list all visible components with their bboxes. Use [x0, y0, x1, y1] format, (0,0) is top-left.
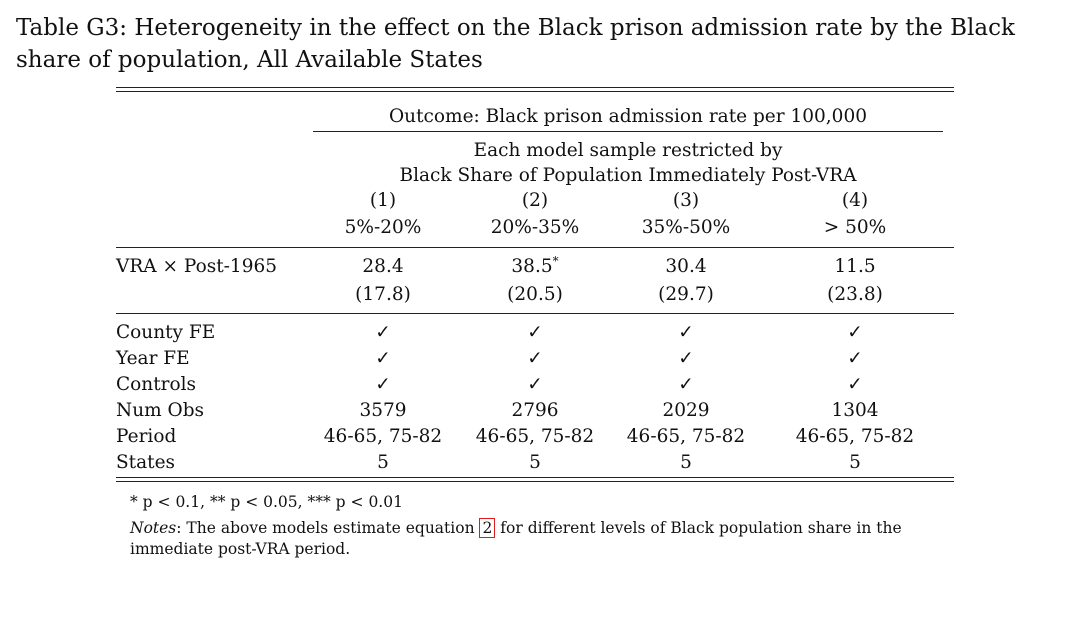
outcome-header: Outcome: Black prison admission rate per…	[389, 106, 867, 127]
row-value: 2029	[662, 400, 710, 421]
column-number: (3)	[672, 190, 700, 211]
row-value: ✓	[678, 374, 694, 395]
coef-std-error: (29.7)	[658, 284, 714, 305]
outcome-underline	[313, 131, 943, 132]
column-number: (4)	[841, 190, 869, 211]
table-title: Table G3: Heterogeneity in the effect on…	[16, 15, 1015, 73]
column-range: 20%-35%	[490, 217, 580, 238]
notes-text: : The above models estimate equation	[176, 519, 480, 537]
coef-row-label: VRA × Post-1965	[116, 256, 278, 277]
equation-link[interactable]: 2	[479, 518, 496, 538]
row-value: ✓	[678, 348, 694, 369]
coef-std-error: (20.5)	[507, 284, 563, 305]
significance-star: *	[552, 253, 559, 268]
row-value: 5	[680, 452, 692, 473]
row-value: ✓	[847, 348, 863, 369]
table-notes: Notes: The above models estimate equatio…	[130, 518, 950, 560]
coef-rule	[116, 313, 954, 314]
restriction-line-1: Each model sample restricted by	[473, 140, 783, 161]
row-value: ✓	[527, 348, 543, 369]
row-value: 46-65, 75-82	[475, 426, 595, 447]
row-label: States	[116, 452, 176, 473]
top-rule-inner	[116, 91, 954, 92]
column-range: 35%-50%	[641, 217, 731, 238]
row-label: Num Obs	[116, 400, 205, 421]
row-value: ✓	[678, 322, 694, 343]
top-rule	[116, 87, 954, 88]
significance-note: * p < 0.1, ** p < 0.05, *** p < 0.01	[130, 493, 403, 511]
coef-estimate: 38.5*	[511, 253, 559, 277]
row-label: County FE	[116, 322, 216, 343]
notes-label: Notes	[130, 519, 177, 537]
row-value: 2796	[511, 400, 559, 421]
bottom-rule	[116, 477, 954, 478]
column-range: > 50%	[823, 217, 887, 238]
row-value: 46-65, 75-82	[626, 426, 746, 447]
column-number: (1)	[369, 190, 397, 211]
coef-estimate: 30.4	[665, 256, 707, 277]
row-value: ✓	[375, 348, 391, 369]
row-value: ✓	[375, 374, 391, 395]
coef-std-error: (17.8)	[355, 284, 411, 305]
bottom-rule-inner	[116, 481, 954, 482]
coef-estimate: 11.5	[834, 256, 876, 277]
notes-text: for different levels of Black population…	[130, 519, 902, 558]
row-label: Year FE	[116, 348, 190, 369]
row-value: ✓	[375, 322, 391, 343]
coef-estimate: 28.4	[362, 256, 404, 277]
row-value: 5	[849, 452, 861, 473]
row-value: 5	[377, 452, 389, 473]
header-rule	[116, 247, 954, 248]
row-label: Period	[116, 426, 177, 447]
row-value: 46-65, 75-82	[323, 426, 443, 447]
restriction-line-2: Black Share of Population Immediately Po…	[399, 165, 857, 186]
coef-std-error: (23.8)	[827, 284, 883, 305]
row-value: 46-65, 75-82	[795, 426, 915, 447]
row-value: ✓	[847, 374, 863, 395]
row-value: 1304	[831, 400, 879, 421]
row-value: 3579	[359, 400, 407, 421]
row-value: ✓	[847, 322, 863, 343]
column-range: 5%-20%	[344, 217, 422, 238]
row-label: Controls	[116, 374, 197, 395]
row-value: ✓	[527, 374, 543, 395]
row-value: 5	[529, 452, 541, 473]
column-number: (2)	[521, 190, 549, 211]
row-value: ✓	[527, 322, 543, 343]
